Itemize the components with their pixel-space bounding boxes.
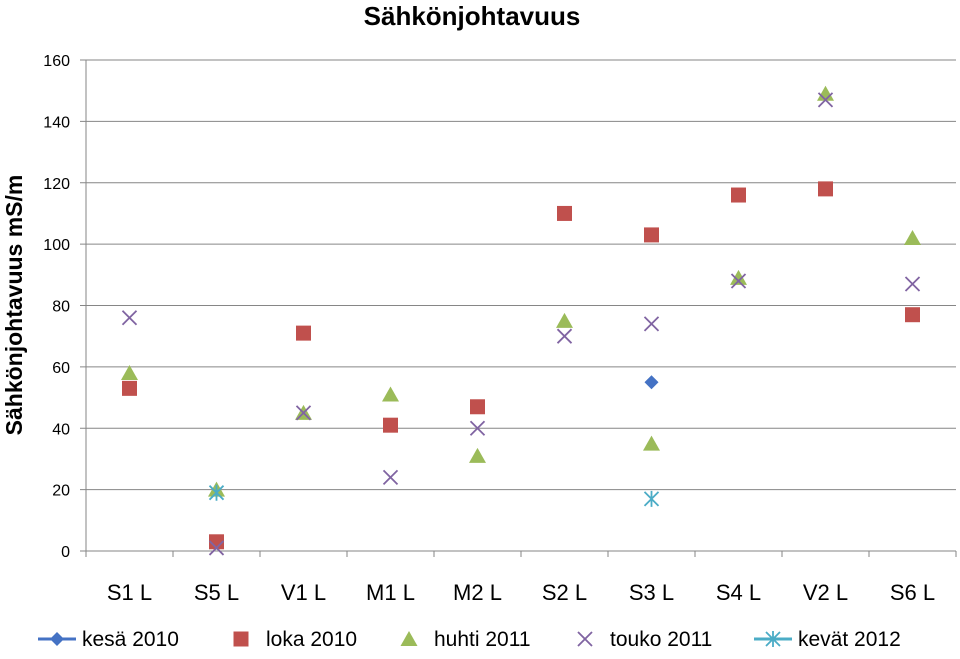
data-point (383, 417, 398, 433)
data-point (470, 399, 485, 415)
data-point (643, 316, 660, 332)
series-4 (208, 484, 660, 507)
legend-item-3: touko 2011 (577, 628, 712, 651)
y-tick-label: 80 (52, 299, 70, 316)
x-tick-label: S6 L (890, 580, 935, 605)
data-point (469, 420, 486, 436)
series-1 (122, 181, 920, 550)
legend-marker (400, 631, 418, 646)
y-tick-label: 20 (52, 483, 70, 500)
series-3 (121, 92, 921, 556)
data-point (904, 229, 921, 245)
data-point (644, 375, 659, 390)
data-point (817, 92, 834, 108)
data-point (121, 310, 138, 326)
data-point (556, 312, 573, 328)
data-point (556, 328, 573, 344)
series-0 (644, 375, 659, 390)
data-point (905, 307, 920, 323)
legend-marker (577, 631, 593, 647)
x-tick-label: S1 L (107, 580, 152, 605)
legend-item-0: kesä 2010 (38, 628, 179, 651)
legend-label: huhti 2011 (434, 628, 531, 651)
series-2 (121, 85, 921, 497)
data-point (121, 365, 138, 381)
y-tick-label: 100 (43, 237, 70, 254)
data-point (122, 380, 137, 396)
data-point (557, 205, 572, 221)
legend-label: loka 2010 (266, 628, 357, 651)
y-tick-label: 120 (43, 176, 70, 193)
axes (85, 60, 957, 557)
legend-item-4: kevät 2012 (754, 628, 901, 651)
gridlines (80, 59, 956, 552)
data-point (730, 273, 747, 289)
y-tick-label: 40 (52, 421, 70, 438)
x-tick-label: M1 L (366, 580, 415, 605)
data-point (382, 469, 399, 485)
data-point (904, 276, 921, 292)
x-tick-label: V1 L (281, 580, 326, 605)
x-tick-labels: S1 L S5 L V1 L M1 L M2 L S2 L S3 L S4 L V2 L S6 L (107, 580, 935, 605)
x-tick-label: S3 L (629, 580, 674, 605)
data-points (121, 85, 921, 556)
x-tick-label: M2 L (453, 580, 502, 605)
x-tick-label: S5 L (194, 580, 239, 605)
data-point (382, 386, 399, 402)
x-tick-label: S2 L (542, 580, 587, 605)
legend-label: kesä 2010 (82, 628, 179, 651)
y-tick-label: 60 (52, 360, 70, 377)
data-point (818, 181, 833, 197)
data-point (469, 447, 486, 463)
legend-label: kevät 2012 (798, 628, 901, 651)
data-point (296, 325, 311, 341)
data-point (730, 269, 747, 285)
legend-marker (50, 632, 64, 646)
data-point (295, 405, 312, 421)
legend-marker (233, 631, 249, 647)
legend-marker (765, 631, 781, 647)
data-point (208, 484, 225, 501)
legend-item-1: loka 2010 (233, 628, 357, 651)
data-point (817, 85, 834, 101)
x-tick-label: S4 L (716, 580, 761, 605)
legend: kesä 2010 loka 2010 huhti 2011 touko 2011 ke… (38, 628, 901, 651)
y-tick-labels: 0 20 40 60 80 100 120 140 160 (43, 53, 70, 561)
legend-label: touko 2011 (610, 628, 712, 651)
y-tick-label: 140 (43, 114, 70, 131)
data-point (208, 540, 225, 556)
data-point (209, 534, 224, 550)
y-tick-label: 160 (43, 53, 70, 70)
data-point (644, 227, 659, 243)
data-point (731, 187, 746, 203)
x-tick-label: V2 L (803, 580, 848, 605)
data-point (643, 490, 660, 507)
data-point (643, 435, 660, 451)
y-axis-label: Sähkönjohtavuus mS/m (1, 175, 27, 436)
legend-item-2: huhti 2011 (400, 628, 531, 651)
y-tick-label: 0 (61, 544, 70, 561)
chart-title: Sähkönjohtavuus (364, 1, 581, 31)
